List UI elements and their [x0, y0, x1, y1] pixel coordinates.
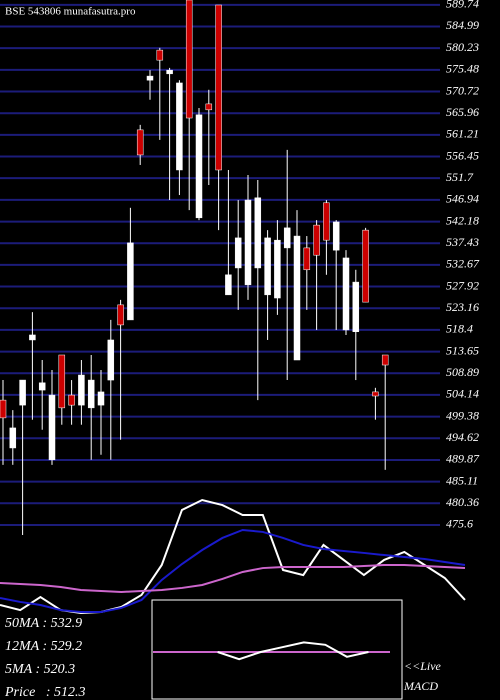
candle-body [342, 257, 350, 331]
candle-body [362, 229, 369, 303]
candle-body [215, 4, 222, 171]
candle-body [146, 75, 154, 81]
y-tick-label: 508.89 [446, 365, 479, 379]
candle-body [68, 394, 75, 406]
candle-body [244, 199, 252, 286]
candle-body [156, 49, 164, 61]
candle-body [107, 339, 115, 381]
y-tick-label: 523.16 [446, 300, 479, 314]
candle-body [97, 391, 105, 406]
indicator-line [217, 641, 369, 661]
ma-label: 5MA : 520.3 [5, 662, 75, 677]
candle-body [323, 202, 330, 241]
y-tick-label: 518.4 [446, 322, 473, 336]
y-tick-label: 584.99 [446, 18, 479, 32]
y-tick-label: 561.21 [446, 127, 479, 141]
candle-body [0, 399, 7, 419]
candle-body [381, 354, 389, 366]
candle-body [352, 281, 360, 333]
candle-body [29, 334, 36, 341]
macd-box [151, 599, 403, 700]
candle-body [38, 382, 46, 391]
chart-title: BSE 543806 munafasutra.pro [5, 6, 136, 18]
ma-label: 50MA : 532.9 [5, 616, 82, 631]
y-tick-label: 570.72 [446, 83, 479, 97]
y-tick-label: 589.74 [446, 0, 479, 11]
y-tick-label: 537.43 [446, 235, 479, 249]
candle-body [332, 221, 340, 251]
candle-body [313, 224, 320, 256]
candle-body [205, 103, 213, 111]
candle-body [87, 379, 95, 409]
y-tick-label: 542.18 [446, 213, 479, 227]
indicator-line [0, 528, 466, 614]
y-tick-label: 480.36 [446, 495, 479, 509]
y-tick-label: 499.38 [446, 408, 479, 422]
candle-body [264, 237, 271, 296]
candle-body [136, 129, 144, 156]
candle-body [234, 237, 242, 269]
y-tick-label: 580.23 [446, 40, 479, 54]
candle-body [19, 379, 26, 406]
candle-body [195, 114, 203, 219]
y-tick-label: 565.96 [446, 105, 479, 119]
candle-body [274, 239, 281, 299]
y-tick-label: 575.48 [446, 62, 479, 76]
candle-body [225, 274, 232, 296]
y-tick-label: 489.87 [446, 452, 480, 466]
candle-body [254, 197, 262, 269]
price-label: Price : 512.3 [4, 685, 85, 700]
y-tick-label: 532.67 [446, 257, 480, 271]
candle-body [78, 374, 85, 406]
candle-body [48, 394, 56, 461]
y-tick-label: 546.94 [446, 192, 479, 206]
ma-label: 12MA : 529.2 [5, 639, 82, 654]
y-tick-label: 556.45 [446, 148, 479, 162]
candle-body [58, 354, 66, 409]
candle-body [293, 235, 301, 361]
candle-body [303, 247, 311, 271]
candle-body [176, 82, 183, 171]
candle-body [283, 227, 291, 249]
y-tick-label: 551.7 [446, 170, 474, 184]
y-tick-label: 494.62 [446, 430, 479, 444]
candle-body [9, 427, 17, 449]
y-tick-label: 513.65 [446, 343, 479, 357]
candle-body [372, 391, 379, 397]
candle-body [117, 304, 124, 326]
y-tick-label: 504.14 [446, 387, 479, 401]
y-tick-label: 527.92 [446, 278, 479, 292]
indicator-line [0, 563, 466, 594]
y-tick-label: 475.6 [446, 517, 473, 531]
macd-label: MACD [403, 679, 438, 693]
candle-body [127, 242, 134, 321]
candle-body [166, 69, 173, 75]
y-tick-label: 485.11 [446, 473, 478, 487]
live-label: <<Live [404, 659, 442, 673]
candle-body [185, 0, 193, 119]
